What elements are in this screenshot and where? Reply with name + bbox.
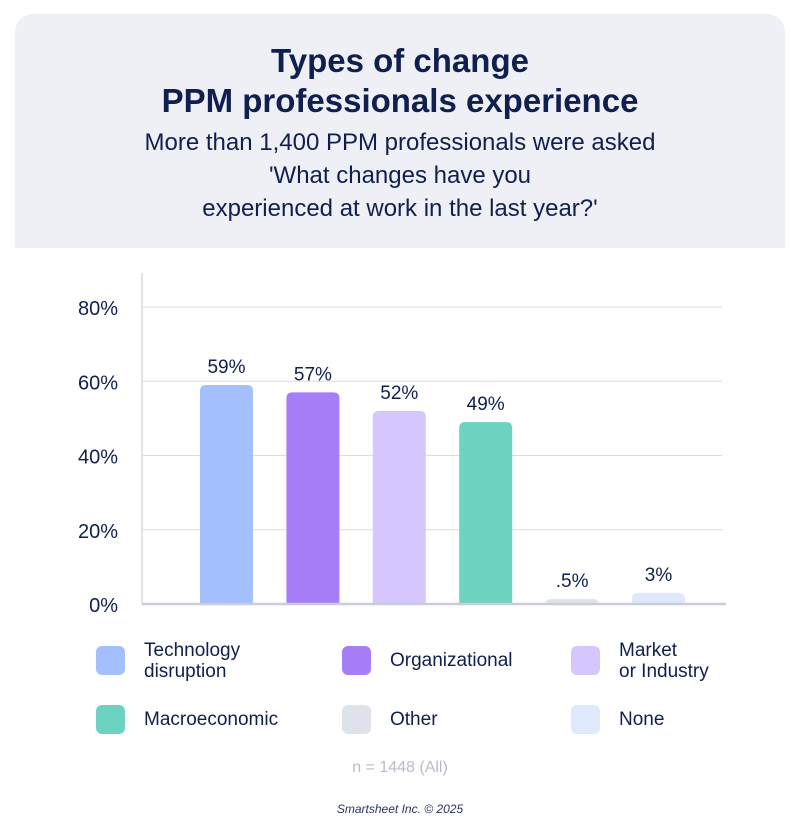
legend-label: Technology disruption	[144, 639, 241, 682]
legend-swatch	[96, 646, 125, 675]
legend-swatch	[342, 646, 371, 675]
legend-swatch	[342, 705, 371, 734]
chart-title-line-2: PPM professionals experience	[161, 82, 639, 119]
legend-item: Other	[342, 705, 438, 734]
legend-item: None	[571, 705, 664, 734]
legend-swatch	[96, 705, 125, 734]
y-tick-label: 20%	[78, 521, 118, 543]
sample-size-note: n = 1448 (All)	[352, 759, 448, 776]
legend-item: Organizational	[342, 646, 513, 675]
header-panel	[15, 14, 785, 248]
bar-chart: 0% 20% 40% 60% 80% 59% 57% 52% 49% .5% 3%	[78, 273, 726, 617]
legend-label: Macroeconomic	[144, 709, 279, 730]
legend-swatch	[571, 705, 600, 734]
bar-technology-disruption	[200, 384, 253, 604]
chart-subtitle-line-2: 'What changes have you	[268, 162, 532, 189]
legend-item: Macroeconomic	[96, 705, 278, 734]
bar-value-label: .5%	[556, 571, 589, 592]
y-tick-label: 40%	[78, 447, 118, 469]
bar-value-label: 52%	[380, 383, 418, 404]
chart-subtitle-line-3: experienced at work in the last year?'	[202, 195, 598, 222]
legend-label: Other	[390, 709, 438, 730]
copyright-credit: Smartsheet Inc. © 2025	[336, 802, 464, 816]
legend-item: Technology disruption	[96, 640, 240, 682]
legend-label: None	[619, 709, 665, 730]
y-tick-label: 80%	[78, 298, 118, 320]
bar-none	[632, 592, 685, 604]
bar-value-label: 3%	[645, 565, 673, 586]
y-tick-label: 0%	[89, 595, 118, 617]
bar-value-label: 57%	[294, 364, 332, 385]
bar-organizational	[286, 392, 340, 604]
y-tick-label: 60%	[78, 372, 118, 394]
chart-title-line-1: Types of change	[271, 42, 529, 79]
chart-subtitle-line-1: More than 1,400 PPM professionals were a…	[144, 129, 656, 156]
legend-label: Market or Industry	[619, 639, 709, 682]
bar-macroeconomic	[459, 422, 513, 604]
bar-value-label: 59%	[207, 357, 245, 378]
bar-market-or-industry	[372, 410, 426, 604]
legend-item: Market or Industry	[571, 640, 709, 682]
bar-value-label: 49%	[467, 394, 505, 415]
legend-swatch	[571, 646, 600, 675]
legend-label: Organizational	[390, 650, 513, 671]
